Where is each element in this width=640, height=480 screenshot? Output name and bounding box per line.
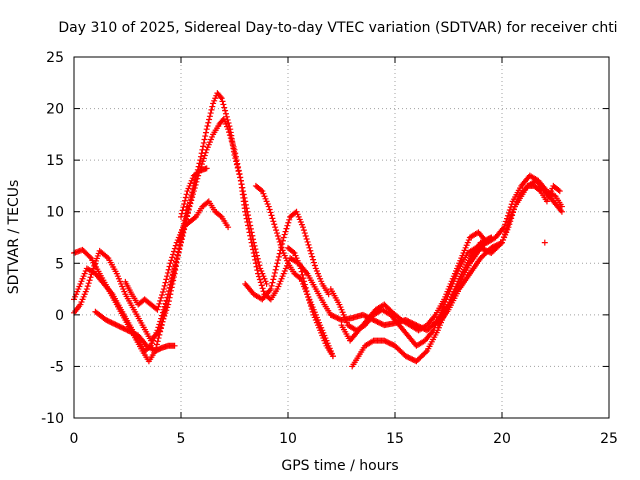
y-axis-label: SDTVAR / TECUs (6, 180, 22, 295)
data-series (285, 244, 336, 360)
x-tick-label: 5 (177, 431, 186, 447)
data-series (92, 308, 178, 354)
data-series (178, 165, 210, 220)
x-tick-label: 20 (493, 431, 511, 447)
y-tick-label: -10 (41, 411, 64, 427)
data-point-markers (178, 165, 210, 220)
x-axis-label: GPS time / hours (281, 458, 398, 474)
x-tick-label: 25 (600, 431, 618, 447)
y-tick-label: 0 (55, 308, 64, 324)
data-point-markers (285, 244, 336, 360)
x-tick-label: 10 (279, 431, 297, 447)
data-points (71, 90, 565, 370)
axis-ticks: 0 5 10 15 20 25 -10 -5 0 5 10 15 20 25 (41, 50, 618, 447)
data-point-markers (541, 239, 548, 246)
x-tick-label: 0 (70, 431, 79, 447)
grid-lines (74, 57, 609, 418)
data-point-markers (477, 182, 563, 256)
y-tick-label: 20 (46, 102, 64, 118)
data-series (541, 239, 548, 246)
y-tick-label: 15 (46, 153, 64, 169)
y-tick-label: 5 (55, 256, 64, 272)
data-point-markers (242, 208, 332, 303)
x-tick-label: 15 (386, 431, 404, 447)
y-tick-label: 25 (46, 50, 64, 66)
data-point-markers (349, 234, 495, 370)
chart-title: Day 310 of 2025, Sidereal Day-to-day VTE… (58, 20, 617, 36)
data-series (242, 208, 332, 303)
data-series (477, 182, 563, 256)
y-tick-label: -5 (50, 359, 64, 375)
data-series (349, 234, 495, 370)
data-point-markers (92, 308, 178, 354)
plot-frame (73, 56, 610, 419)
data-point-markers (122, 198, 232, 313)
y-tick-label: 10 (46, 205, 64, 221)
data-series (122, 198, 232, 313)
